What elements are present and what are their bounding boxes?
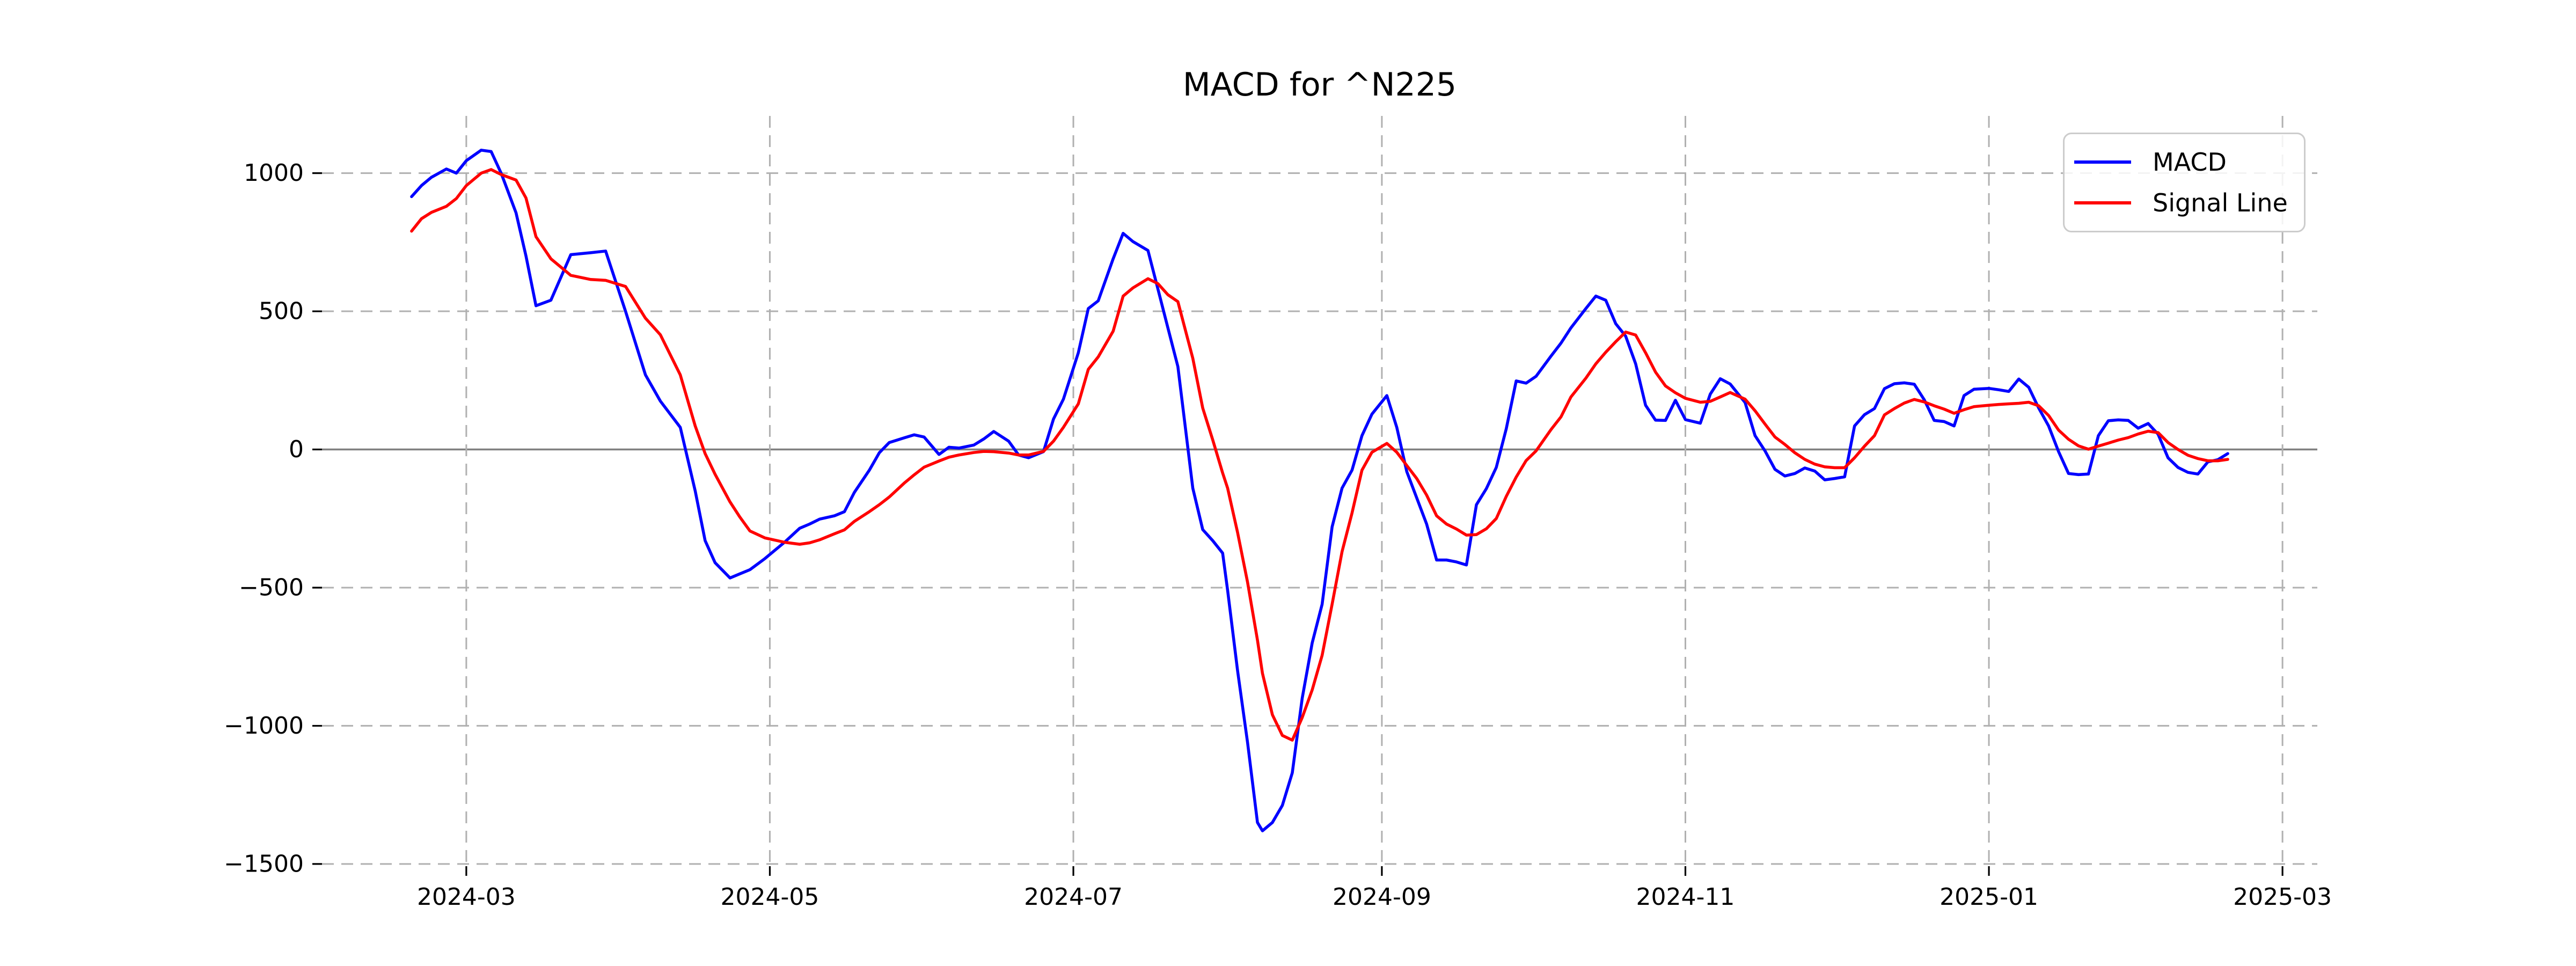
y-tick-label: 1000 [244, 159, 304, 187]
x-tick-label: 2025-01 [1940, 883, 2038, 911]
legend-label-macd: MACD [2153, 148, 2227, 177]
chart-title: MACD for ^N225 [1182, 66, 1457, 104]
y-tick-label: −1500 [224, 850, 304, 877]
y-tick-label: −500 [239, 574, 304, 601]
x-tick-label: 2024-03 [417, 883, 516, 911]
y-tick-label: −1000 [224, 712, 304, 740]
legend-label-signal-line: Signal Line [2153, 188, 2288, 217]
legend-item-signal-line: Signal Line [2065, 186, 2304, 219]
y-tick-label: 0 [289, 436, 304, 463]
signal-line [410, 168, 2229, 742]
x-tick-label: 2024-09 [1333, 883, 1431, 911]
y-tick-label: 500 [259, 298, 304, 325]
legend-item-macd: MACD [2065, 145, 2304, 179]
macd-line-swatch [2074, 160, 2131, 164]
x-tick-label: 2024-07 [1024, 883, 1123, 911]
signal-line-swatch [2074, 201, 2131, 204]
legend: MACD Signal Line [2063, 133, 2306, 232]
x-tick-label: 2025-03 [2233, 883, 2332, 911]
x-tick-label: 2024-11 [1636, 883, 1735, 911]
x-tick-label: 2024-05 [721, 883, 819, 911]
macd-line [410, 149, 2229, 832]
